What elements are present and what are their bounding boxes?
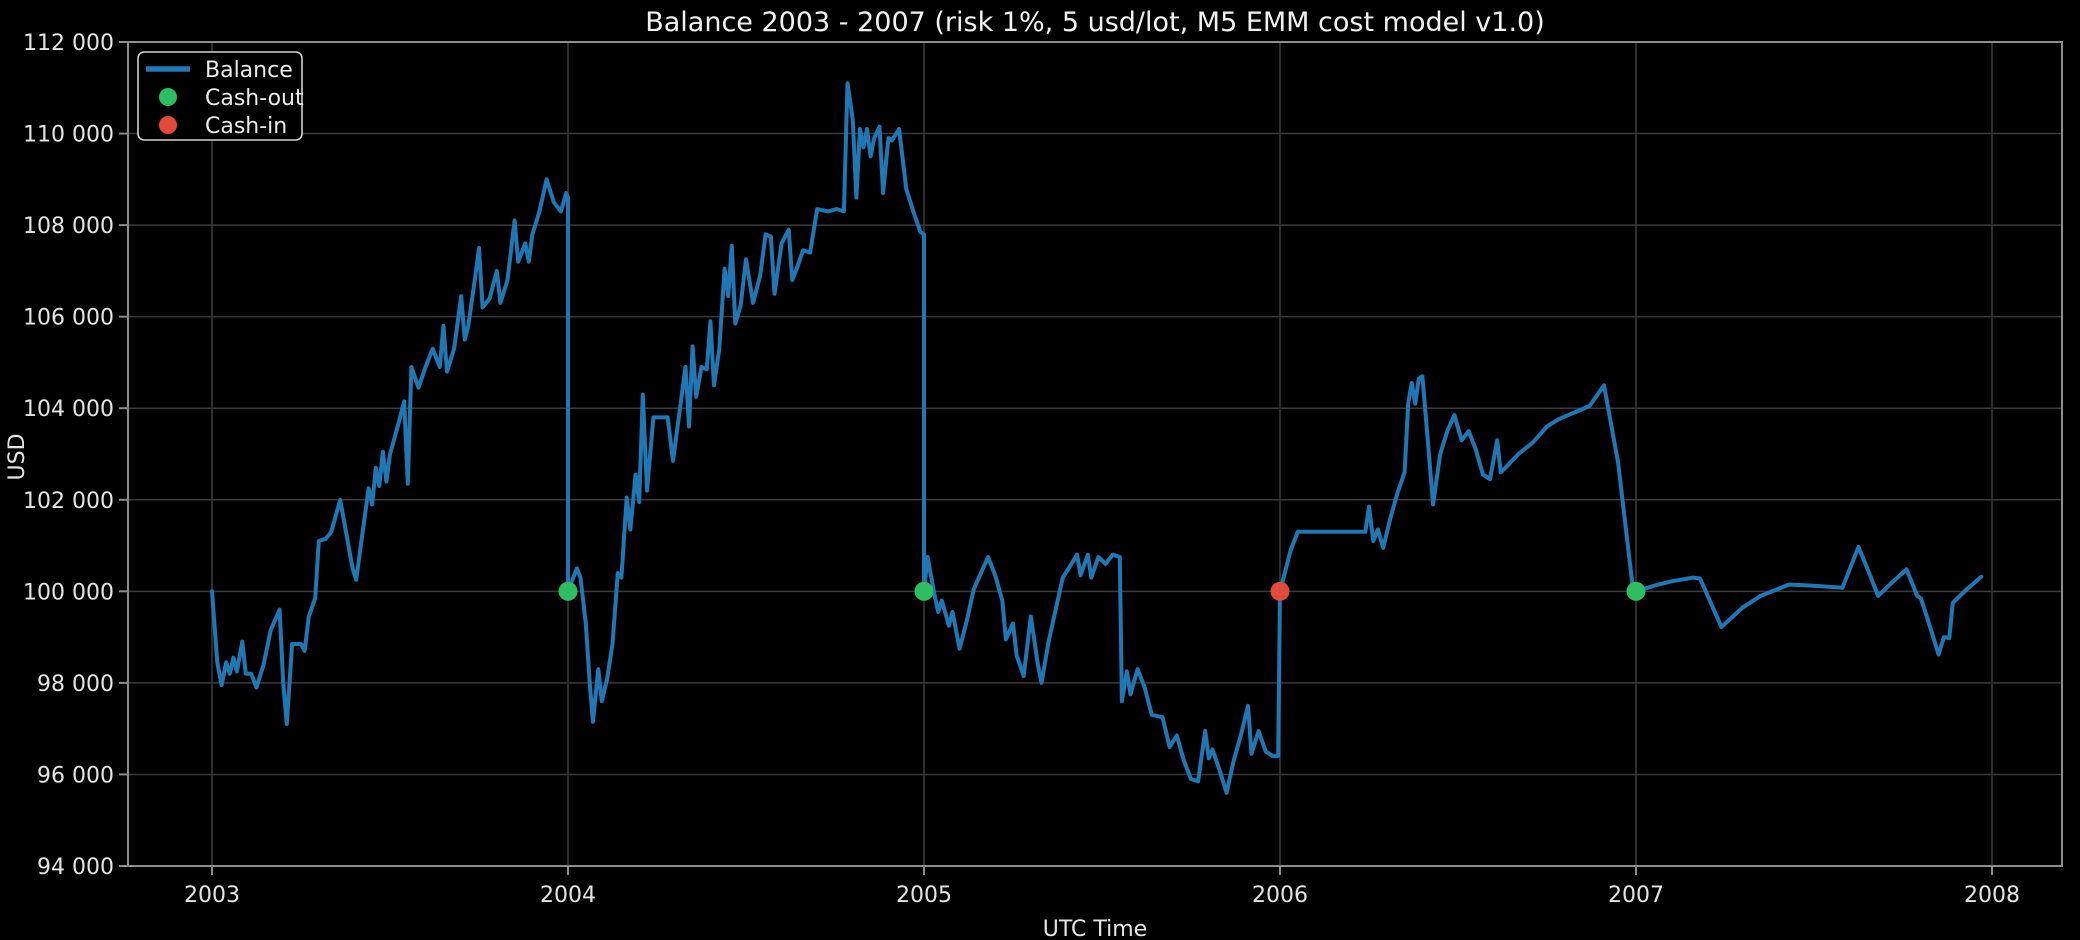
- y-tick-label: 98 000: [37, 672, 114, 697]
- cash-event-layer: [558, 581, 1646, 601]
- y-tick-label: 96 000: [37, 763, 114, 788]
- x-tick-label: 2005: [896, 883, 952, 908]
- plot-area: [127, 41, 2063, 867]
- legend: Balance Cash-out Cash-in: [137, 51, 304, 141]
- legend-label-cash-in: Cash-in: [205, 114, 287, 139]
- y-tick-label: 110 000: [23, 123, 114, 148]
- x-tick-label: 2003: [184, 883, 240, 908]
- x-tick-label: 2008: [1964, 883, 2020, 908]
- legend-box: [137, 51, 303, 141]
- legend-label-cash-out: Cash-out: [205, 86, 304, 111]
- cash-in-dot-icon: [159, 116, 177, 134]
- balance-series-line: [210, 81, 1984, 795]
- y-tick-label: 100 000: [23, 580, 114, 605]
- cash-in-marker: [1270, 581, 1290, 601]
- y-tick-label: 94 000: [37, 855, 114, 880]
- x-tick-label: 2007: [1608, 883, 1664, 908]
- x-tick-label: 2004: [540, 883, 596, 908]
- axis-tick-labels: 2003 2004 2005 2006 2007 2008 94 000 96 000 98 0…: [23, 31, 2020, 908]
- cash-out-marker: [1626, 581, 1646, 601]
- legend-item-balance: Balance: [146, 58, 293, 83]
- y-tick-label: 106 000: [23, 306, 114, 331]
- cash-out-marker: [558, 581, 578, 601]
- x-tick-label: 2006: [1252, 883, 1308, 908]
- y-tick-label: 104 000: [23, 397, 114, 422]
- balance-series-layer: [210, 81, 1984, 795]
- y-tick-label: 112 000: [23, 31, 114, 56]
- cash-out-dot-icon: [159, 88, 177, 106]
- x-axis-label: UTC Time: [1043, 917, 1147, 940]
- y-tick-label: 108 000: [23, 214, 114, 239]
- y-tick-label: 102 000: [23, 489, 114, 514]
- gridlines: [128, 41, 2062, 867]
- cash-out-marker: [914, 581, 934, 601]
- chart-title: Balance 2003 - 2007 (risk 1%, 5 usd/lot,…: [645, 7, 1545, 38]
- legend-label-balance: Balance: [205, 58, 293, 83]
- axis-ticks: [119, 41, 1993, 875]
- legend-item-cash-out: Cash-out: [159, 86, 304, 111]
- legend-item-cash-in: Cash-in: [159, 114, 287, 139]
- y-axis-label: USD: [5, 433, 30, 480]
